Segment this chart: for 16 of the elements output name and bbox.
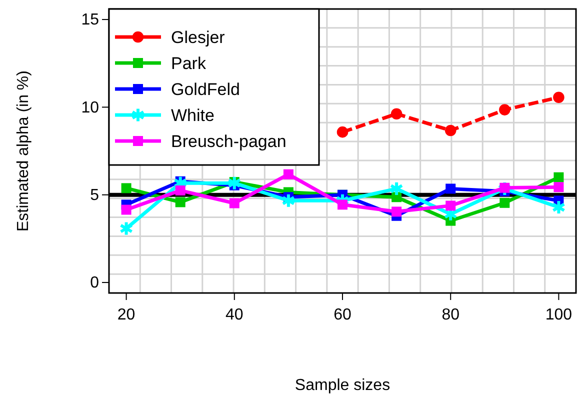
legend-label: Breusch-pagan <box>171 132 286 151</box>
legend-label: Glesjer <box>171 28 226 47</box>
x-tick-label: 80 <box>442 306 460 324</box>
x-tick-label: 40 <box>226 306 244 324</box>
legend-label: Park <box>171 54 206 73</box>
legend-label: GoldFeld <box>171 80 240 99</box>
y-axis-title: Estimated alpha (in %) <box>15 70 32 232</box>
x-axis-title: Sample sizes <box>294 377 390 394</box>
y-tick-label: 15 <box>81 12 100 29</box>
x-tick-label: 100 <box>545 306 572 324</box>
y-tick-label: 5 <box>90 186 100 204</box>
x-tick-label: 20 <box>117 306 136 324</box>
y-tick-label: 0 <box>90 274 100 292</box>
x-tick-label: 60 <box>334 306 352 324</box>
y-tick-label: 10 <box>81 99 100 116</box>
legend-label: White <box>171 106 214 125</box>
